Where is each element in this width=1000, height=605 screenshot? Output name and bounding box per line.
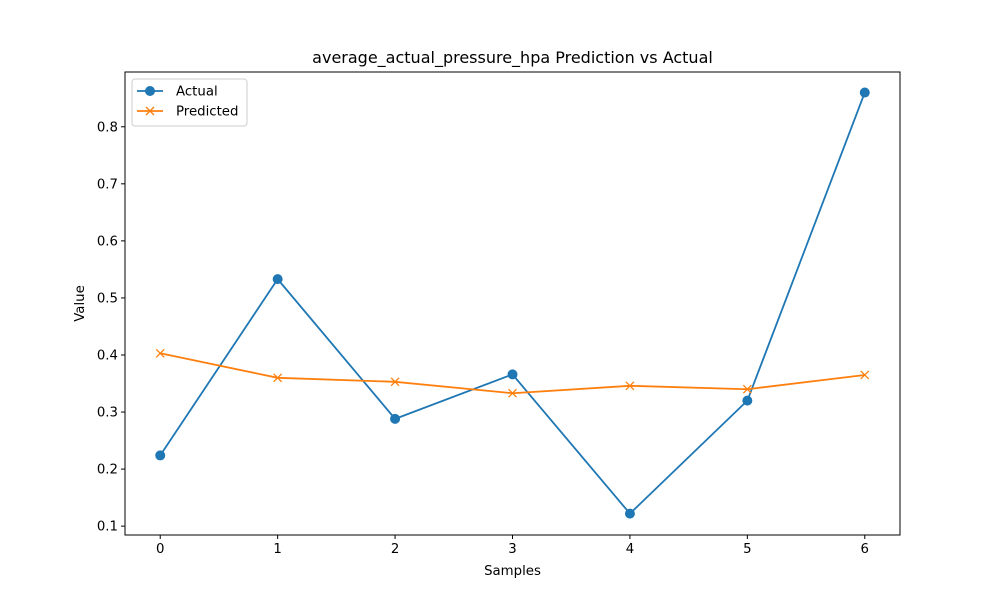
y-tick-label: 0.4 <box>97 348 118 363</box>
chart-title: average_actual_pressure_hpa Prediction v… <box>312 48 713 68</box>
legend-swatch-marker <box>145 86 155 96</box>
plot-area <box>124 71 901 536</box>
y-tick-label: 0.7 <box>97 177 118 192</box>
x-axis-ticks: 0 1 2 3 4 5 6 <box>156 535 869 557</box>
legend-label-predicted: Predicted <box>176 105 238 120</box>
y-tick-label: 0.6 <box>97 234 118 249</box>
x-tick-label: 2 <box>391 542 399 557</box>
data-point-predicted <box>742 384 752 394</box>
data-point-actual <box>859 87 870 98</box>
y-tick-label: 0.1 <box>97 520 118 535</box>
data-point-actual <box>624 508 635 519</box>
y-tick-label: 0.5 <box>97 291 118 306</box>
data-point-actual <box>742 395 753 406</box>
series-layer <box>155 87 870 519</box>
legend-entry-actual: Actual <box>137 85 218 100</box>
series-actual <box>155 87 870 519</box>
y-axis-label: Value <box>73 285 88 322</box>
legend: Actual Predicted <box>131 78 248 127</box>
data-point-predicted <box>508 388 517 398</box>
series-predicted <box>155 348 870 398</box>
data-point-predicted <box>273 373 283 383</box>
legend-swatch-marker <box>145 106 155 116</box>
data-point-actual <box>390 413 401 424</box>
data-point-actual <box>507 369 518 380</box>
y-tick-label: 0.2 <box>97 463 118 478</box>
data-point-predicted <box>625 381 635 391</box>
x-axis-label: Samples <box>484 564 541 579</box>
data-point-predicted <box>155 348 165 358</box>
x-tick-label: 6 <box>861 542 869 557</box>
data-point-actual <box>155 450 166 461</box>
x-tick-label: 1 <box>273 542 281 557</box>
y-tick-label: 0.8 <box>97 120 118 135</box>
data-point-predicted <box>390 377 400 387</box>
data-point-predicted <box>860 370 870 380</box>
legend-entries: Actual Predicted <box>137 85 238 120</box>
x-tick-label: 5 <box>743 542 751 557</box>
data-point-actual <box>272 274 283 285</box>
legend-entry-predicted: Predicted <box>137 105 238 120</box>
legend-label-actual: Actual <box>176 85 218 100</box>
x-tick-label: 4 <box>626 542 634 557</box>
x-tick-label: 3 <box>508 542 516 557</box>
y-tick-label: 0.3 <box>97 406 118 421</box>
x-tick-label: 0 <box>156 542 164 557</box>
y-axis-ticks: 0.1 0.2 0.3 0.4 0.5 0.6 0.7 0.8 <box>97 120 125 535</box>
